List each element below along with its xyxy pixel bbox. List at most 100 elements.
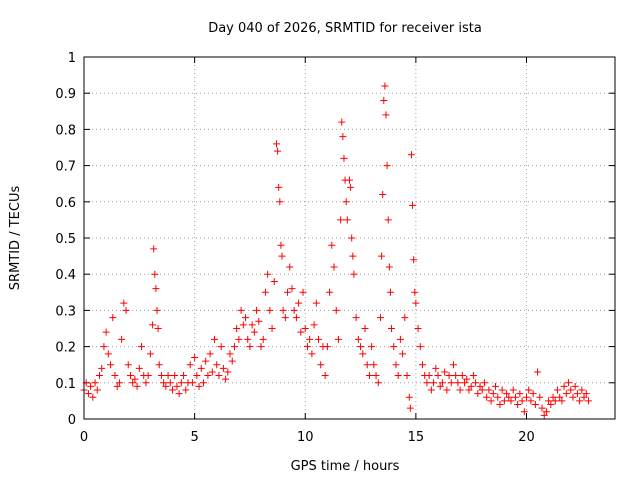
data-point (84, 390, 92, 398)
data-point (151, 270, 159, 278)
data-point (337, 216, 345, 224)
data-point (531, 401, 539, 409)
data-point (321, 372, 329, 380)
data-point (406, 404, 414, 412)
data-point (301, 325, 309, 332)
data-point (109, 314, 117, 322)
data-point (529, 390, 537, 398)
data-point (268, 325, 276, 332)
data-point (430, 379, 438, 387)
data-point (104, 350, 112, 358)
data-point (175, 390, 183, 398)
data-point (308, 350, 316, 358)
data-point (350, 270, 358, 278)
data-point (177, 379, 185, 387)
data-point (405, 393, 413, 401)
data-point (378, 252, 386, 260)
data-point (155, 361, 163, 369)
data-point (131, 375, 139, 383)
data-point (277, 241, 285, 249)
data-point (339, 133, 347, 141)
plot-frame (83, 56, 616, 420)
data-point (376, 314, 384, 322)
data-point (560, 382, 568, 390)
data-point (496, 401, 504, 409)
data-point (120, 299, 128, 307)
data-point (162, 382, 170, 390)
data-point (219, 364, 227, 372)
data-point (540, 411, 548, 419)
x-tick-label: 5 (190, 430, 198, 445)
data-point (228, 357, 236, 365)
data-point (295, 299, 303, 307)
x-tick-label: 20 (518, 430, 535, 445)
y-tick-label: 1 (68, 51, 76, 66)
data-point (394, 372, 402, 380)
data-point (381, 82, 389, 90)
data-point (144, 372, 152, 380)
data-point (102, 328, 110, 336)
data-point (409, 201, 417, 209)
data-point (164, 372, 172, 380)
data-point (523, 393, 530, 401)
data-point (509, 386, 517, 394)
data-point (580, 393, 588, 401)
data-point (423, 379, 431, 387)
data-point (399, 350, 407, 358)
data-point (292, 314, 300, 322)
data-point (224, 368, 232, 376)
data-point (562, 390, 570, 398)
data-point (553, 386, 561, 394)
data-point (578, 386, 586, 394)
y-tick-label: 0 (68, 413, 76, 428)
y-tick-label: 0.2 (55, 341, 76, 356)
data-point (153, 306, 161, 314)
data-point (547, 401, 555, 409)
data-point (195, 382, 203, 390)
data-point (485, 386, 493, 394)
y-tick-label: 0.1 (55, 377, 76, 392)
data-point (348, 234, 356, 242)
data-point (458, 372, 466, 380)
data-point (432, 364, 440, 372)
data-point (242, 314, 250, 322)
data-point (259, 335, 267, 343)
data-point (361, 325, 369, 332)
data-point (503, 390, 511, 398)
data-point (419, 361, 427, 369)
data-point (545, 397, 553, 405)
data-point (107, 361, 115, 369)
data-point (534, 368, 542, 376)
data-point (323, 343, 331, 351)
data-point (372, 372, 380, 380)
data-point (354, 335, 362, 343)
data-point (412, 299, 420, 307)
data-point (576, 397, 584, 405)
data-point (129, 379, 137, 387)
data-point (434, 372, 442, 380)
y-tick-label: 0.8 (55, 123, 76, 138)
data-point (213, 361, 221, 369)
grid-lines (84, 57, 615, 419)
data-point (507, 397, 515, 405)
data-point (520, 408, 528, 416)
data-point (403, 372, 411, 380)
data-point (93, 386, 101, 394)
data-point (246, 343, 254, 351)
data-point (290, 306, 298, 314)
data-point (297, 328, 305, 336)
data-point (401, 314, 409, 322)
data-point (363, 361, 371, 369)
data-point (160, 379, 168, 387)
data-point (498, 386, 506, 394)
data-point (411, 288, 419, 296)
data-point (454, 379, 462, 387)
data-point (571, 382, 579, 390)
data-point (392, 361, 400, 369)
data-point (538, 404, 546, 412)
data-point (328, 241, 336, 249)
x-tick-label: 15 (408, 430, 425, 445)
data-point (340, 154, 348, 162)
data-point (286, 263, 294, 271)
